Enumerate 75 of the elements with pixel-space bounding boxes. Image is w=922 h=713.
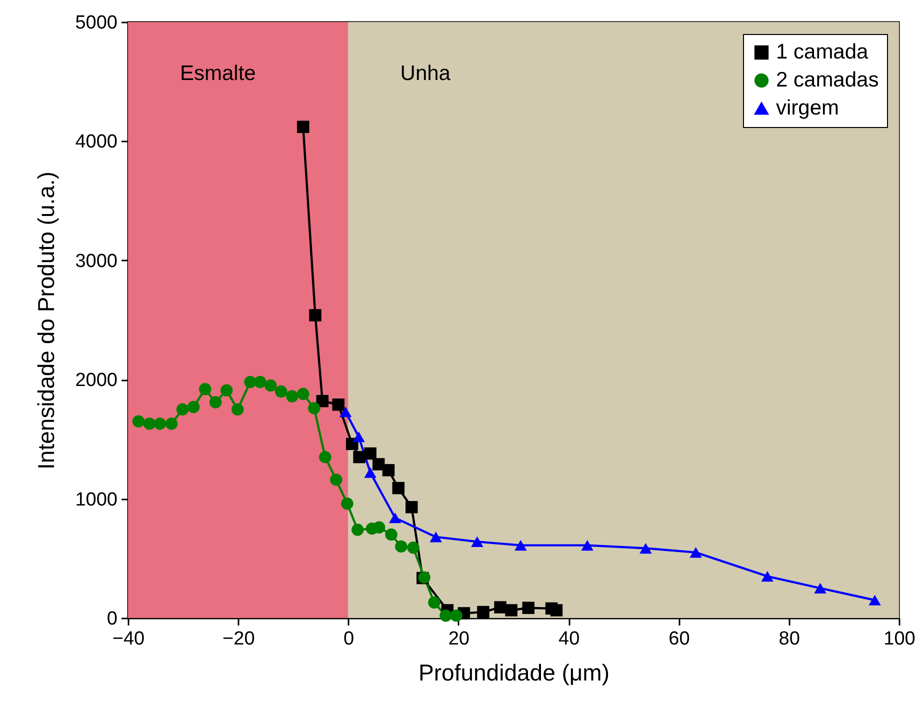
- point: [640, 542, 652, 554]
- point: [341, 497, 354, 510]
- point: [364, 447, 376, 460]
- point: [494, 601, 506, 614]
- x-tick-label: 40: [558, 628, 580, 650]
- point: [286, 390, 298, 402]
- point: [143, 418, 156, 430]
- point: [154, 418, 166, 430]
- point: [264, 379, 277, 392]
- point: [477, 606, 490, 618]
- point: [330, 474, 342, 486]
- point: [352, 432, 365, 442]
- point: [372, 458, 385, 470]
- point: [297, 388, 310, 400]
- point: [581, 540, 594, 551]
- point: [407, 542, 420, 554]
- point: [868, 594, 881, 606]
- x-tick-label: −20: [222, 628, 255, 650]
- x-tick-label: 0: [343, 628, 354, 650]
- y-tick-label: 3000: [75, 250, 118, 272]
- point: [388, 512, 402, 524]
- point: [254, 376, 266, 388]
- y-tick-label: 0: [106, 608, 118, 630]
- point: [132, 415, 145, 428]
- point: [198, 383, 212, 396]
- x-tick-label: 20: [448, 628, 470, 650]
- y-tick-label: 2000: [75, 370, 118, 392]
- x-axis-title: Profundidade (μm): [418, 660, 610, 686]
- point: [428, 596, 440, 609]
- point: [522, 602, 534, 614]
- point: [309, 309, 322, 322]
- x-tick-label: 60: [668, 628, 690, 650]
- point: [308, 402, 320, 414]
- band-label: Unha: [400, 62, 451, 85]
- point: [440, 610, 452, 622]
- point: [364, 467, 376, 478]
- y-tick-label: 5000: [75, 12, 118, 34]
- point: [514, 540, 527, 551]
- point: [332, 398, 344, 411]
- point: [382, 464, 395, 476]
- legend-label: 1 camada: [776, 40, 869, 64]
- x-tick-label: −40: [112, 628, 145, 650]
- x-tick-label: 100: [884, 628, 916, 650]
- point: [319, 450, 332, 464]
- legend-label: virgem: [776, 96, 840, 120]
- point: [353, 450, 366, 464]
- point: [176, 403, 189, 416]
- point: [352, 524, 364, 536]
- point: [274, 385, 288, 398]
- point: [385, 528, 398, 541]
- point: [550, 604, 563, 616]
- point: [450, 610, 462, 622]
- point: [471, 536, 484, 548]
- point: [761, 570, 774, 582]
- point: [505, 604, 518, 616]
- point: [690, 547, 702, 558]
- point: [405, 501, 418, 514]
- y-axis-title: Intensidade do Produto (u.a.): [33, 172, 60, 470]
- x-tick-label: 80: [778, 628, 800, 650]
- point: [395, 540, 408, 553]
- y-tick-label: 1000: [75, 489, 118, 510]
- point: [392, 482, 405, 494]
- point: [187, 400, 200, 414]
- point: [430, 532, 442, 542]
- legend-label: 2 camadas: [776, 68, 879, 92]
- point: [339, 406, 352, 418]
- point: [165, 418, 178, 430]
- point: [209, 396, 222, 408]
- point: [814, 582, 826, 594]
- point: [231, 403, 244, 416]
- point: [220, 384, 233, 396]
- point: [297, 120, 310, 134]
- band-label: Esmalte: [180, 62, 256, 85]
- point: [373, 521, 386, 534]
- y-tick-label: 4000: [75, 132, 118, 153]
